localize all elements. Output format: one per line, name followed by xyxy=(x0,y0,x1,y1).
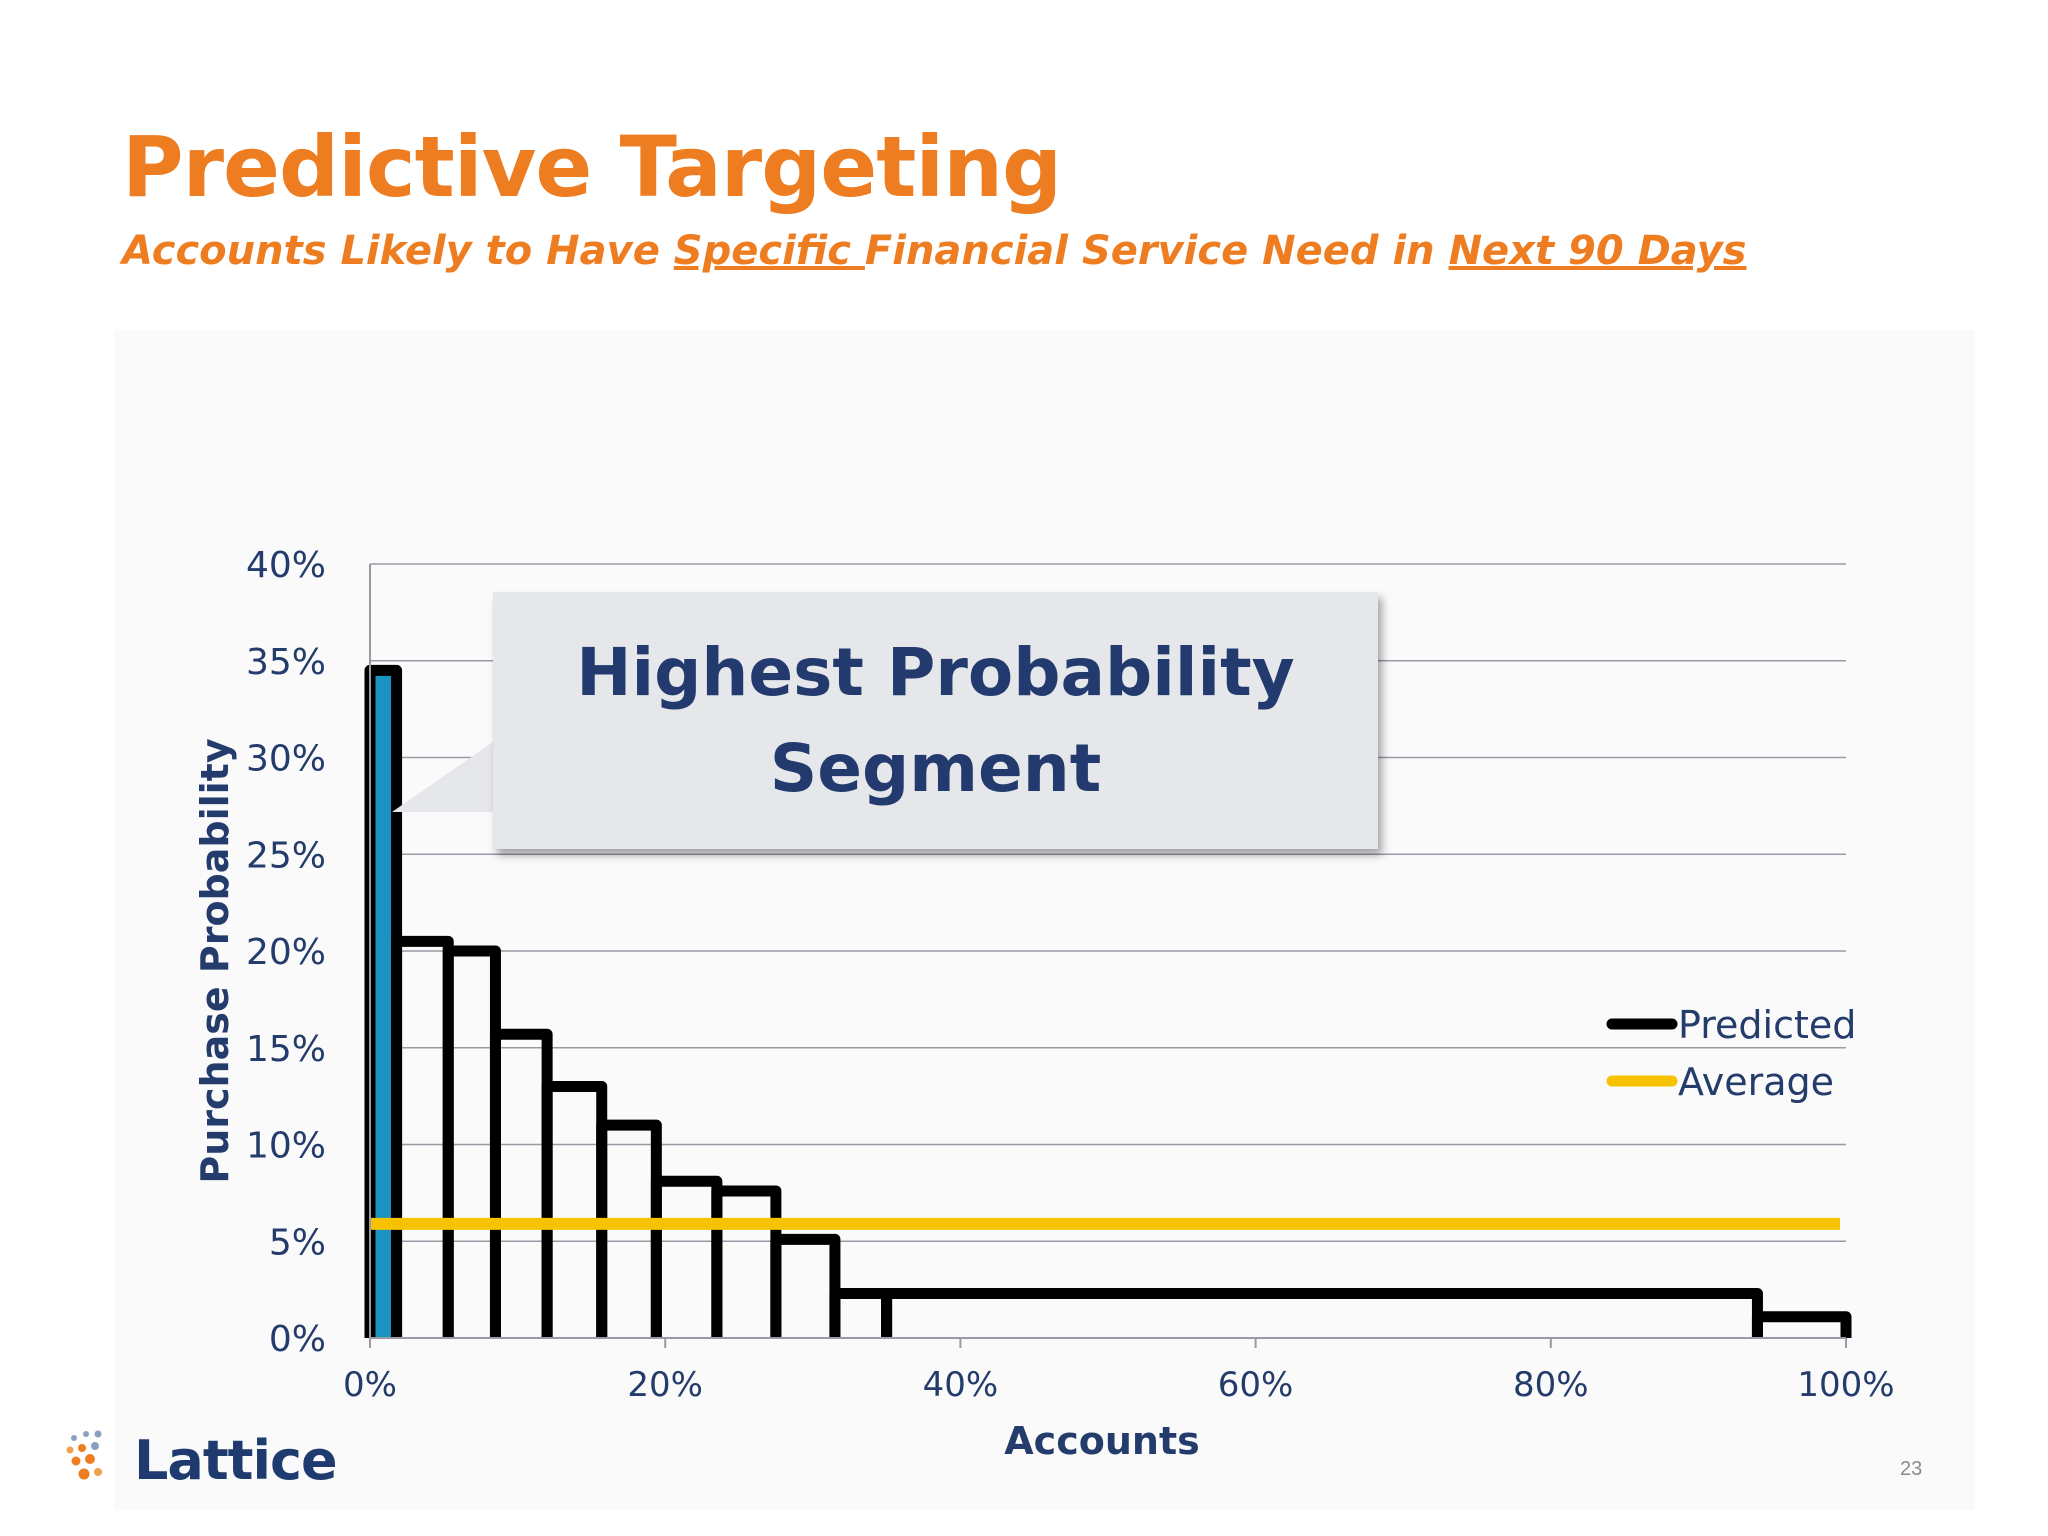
y-tick-label: 0% xyxy=(269,1319,326,1360)
callout-text: Highest Probability Segment xyxy=(526,625,1346,817)
callout-line-1: Highest Probability xyxy=(576,633,1295,711)
x-tick-label: 0% xyxy=(343,1365,397,1405)
predicted-step-bar xyxy=(711,1185,782,1338)
predicted-step-bar xyxy=(596,1119,662,1338)
predicted-step-bar xyxy=(1751,1311,1852,1338)
predicted-step-bar xyxy=(391,935,454,1338)
callout-line-2: Segment xyxy=(769,729,1102,807)
page-number: 23 xyxy=(1900,1458,1923,1480)
axes: 0% 5% 10% 15% 20% 25% 30% 35% 40% 0% 20% 40% 60% 80% 1… xyxy=(193,545,1895,1463)
slide-title: Predictive Targeting xyxy=(122,118,1062,216)
predicted-series xyxy=(364,664,1852,1338)
lattice-dots-icon xyxy=(66,1430,102,1480)
legend-label-predicted: Predicted xyxy=(1678,1003,1856,1047)
y-tick-label: 20% xyxy=(246,932,326,973)
x-tick-label: 80% xyxy=(1513,1365,1589,1405)
predicted-step-bar xyxy=(881,1287,1763,1338)
y-tick-label: 25% xyxy=(246,835,326,876)
y-tick-label: 30% xyxy=(246,739,326,780)
highlight-bar xyxy=(374,670,393,1338)
predicted-step-bar xyxy=(541,1080,608,1338)
y-tick-label: 5% xyxy=(269,1222,326,1263)
legend-label-average: Average xyxy=(1678,1060,1834,1104)
subtitle-part-1: Accounts Likely to Have xyxy=(122,228,674,274)
y-axis-title: Purchase Probability xyxy=(193,738,237,1183)
predicted-step-bar xyxy=(770,1233,841,1338)
x-tick-label: 40% xyxy=(923,1365,999,1405)
x-tick-label: 100% xyxy=(1797,1365,1894,1405)
y-tick-label: 10% xyxy=(246,1126,326,1167)
subtitle-part-3: Financial Service Need in xyxy=(864,228,1449,274)
predicted-step-bar xyxy=(489,1028,553,1338)
lattice-logo: Lattice xyxy=(62,1428,338,1492)
slide-subtitle: Accounts Likely to Have Specific Financi… xyxy=(122,228,1746,274)
subtitle-part-2: Specific xyxy=(673,228,865,274)
chart-background xyxy=(115,330,1975,1510)
x-tick-label: 20% xyxy=(627,1365,703,1405)
predicted-step-bar xyxy=(650,1175,723,1338)
y-tick-label: 15% xyxy=(246,1029,326,1070)
callout-box: Highest Probability Segment xyxy=(493,592,1378,849)
x-axis-title: Accounts xyxy=(1004,1419,1199,1463)
y-tick-label: 40% xyxy=(246,545,326,586)
legend: Predicted Average xyxy=(1606,1003,1856,1104)
subtitle-part-4: Next 90 Days xyxy=(1448,228,1747,274)
x-tick-label: 60% xyxy=(1218,1365,1294,1405)
callout-pointer xyxy=(392,742,493,812)
logo-text: Lattice xyxy=(134,1428,338,1492)
y-tick-label: 35% xyxy=(246,642,326,683)
predicted-step-bar xyxy=(829,1287,893,1338)
